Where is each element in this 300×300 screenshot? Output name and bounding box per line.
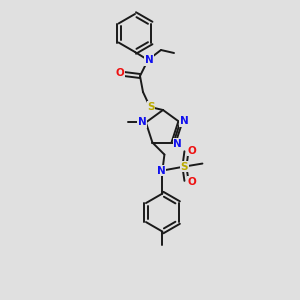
Text: N: N bbox=[173, 139, 182, 148]
Text: N: N bbox=[180, 116, 188, 126]
Text: N: N bbox=[157, 166, 166, 176]
Text: N: N bbox=[145, 55, 153, 65]
Text: O: O bbox=[187, 146, 196, 156]
Text: S: S bbox=[147, 102, 155, 112]
Text: S: S bbox=[181, 162, 188, 172]
Text: O: O bbox=[187, 177, 196, 187]
Text: N: N bbox=[137, 117, 146, 128]
Text: O: O bbox=[116, 68, 124, 78]
